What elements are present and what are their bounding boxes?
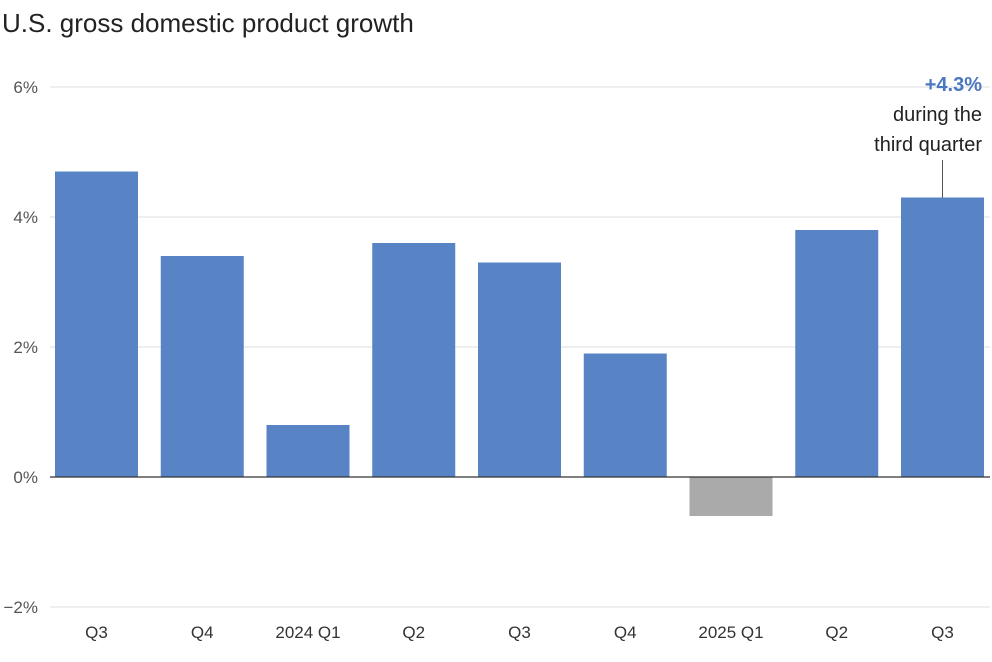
y-tick-label: 2%: [13, 338, 38, 357]
x-tick-label: Q2: [825, 623, 848, 642]
y-tick-label: 6%: [13, 78, 38, 97]
bar: [795, 230, 879, 477]
x-tick-label: Q4: [614, 623, 637, 642]
chart-title: U.S. gross domestic product growth: [2, 8, 414, 38]
y-tick-label: −2%: [4, 598, 39, 617]
bar: [372, 243, 456, 477]
y-tick-label: 4%: [13, 208, 38, 227]
x-tick-label: 2025 Q1: [698, 623, 763, 642]
bars: [55, 171, 984, 516]
annotation-text: third quarter: [874, 134, 982, 156]
bar: [478, 262, 561, 477]
annotation: +4.3% during the third quarter: [874, 74, 982, 198]
x-tick-label: Q3: [508, 623, 531, 642]
bar: [689, 477, 773, 516]
x-tick-label: 2024 Q1: [275, 623, 340, 642]
y-tick-label: 0%: [13, 468, 38, 487]
bar: [583, 353, 667, 477]
bar: [901, 197, 984, 477]
bar: [160, 256, 244, 477]
bar: [55, 171, 138, 477]
annotation-value: +4.3%: [925, 74, 982, 96]
axes: 6% 4% 2% 0% −2% Q3 Q4 2024 Q1 Q2 Q3 Q4 2025 Q1 Q2 Q3: [4, 78, 990, 642]
x-tick-label: Q4: [191, 623, 214, 642]
annotation-text: during the: [893, 104, 982, 126]
bar: [266, 425, 350, 477]
x-tick-label: Q3: [85, 623, 108, 642]
x-tick-label: Q2: [402, 623, 425, 642]
x-tick-label: Q3: [931, 623, 954, 642]
